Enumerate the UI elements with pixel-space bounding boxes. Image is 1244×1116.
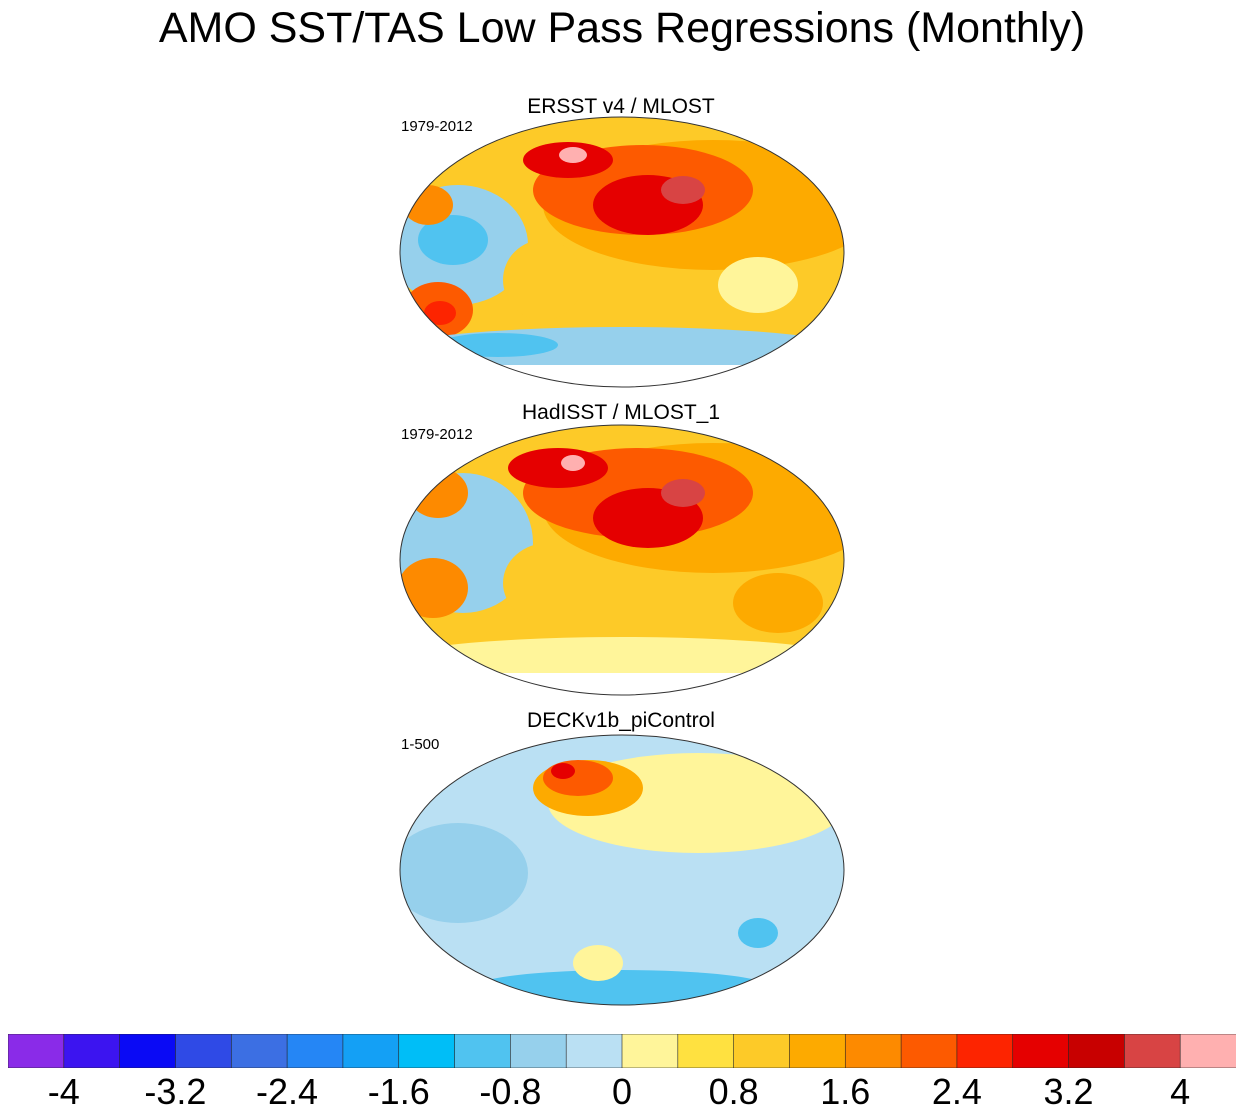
panel-3-title: DECKv1b_piControl	[527, 709, 715, 732]
colorbar-label: -0.8	[479, 1071, 542, 1112]
colorbar-cell	[175, 1034, 233, 1068]
colorbar-cell	[565, 1034, 623, 1068]
panel-1-title: ERSST v4 / MLOST	[527, 95, 715, 118]
colorbar-label: -4	[47, 1071, 80, 1112]
colorbar-cell	[956, 1034, 1014, 1068]
colorbar-cell	[510, 1034, 567, 1068]
panel-2-title: HadISST / MLOST_1	[521, 401, 721, 424]
colorbar-cell	[621, 1034, 679, 1068]
colorbar-cell	[342, 1034, 400, 1068]
panel-2-period: 1979-2012	[401, 426, 473, 443]
colorbar-cell	[119, 1034, 177, 1068]
colorbar-cell	[900, 1034, 958, 1068]
colorbar-cell	[454, 1034, 512, 1068]
colorbar-cell	[1179, 1034, 1236, 1068]
colorbar-cell	[1012, 1034, 1070, 1068]
main-title: AMO SST/TAS Low Pass Regressions (Monthl…	[158, 4, 1086, 52]
colorbar-label: 1.6	[820, 1071, 871, 1112]
colorbar-label: 0	[611, 1071, 633, 1112]
colorbar-cell	[398, 1034, 456, 1068]
colorbar-cell	[789, 1034, 847, 1068]
panel-1-period: 1979-2012	[401, 118, 473, 135]
colorbar-cell	[844, 1034, 902, 1068]
panel-3-period: 1-500	[401, 736, 440, 753]
colorbar-label: 2.4	[931, 1071, 982, 1112]
colorbar-cell	[8, 1034, 65, 1068]
colorbar-cell	[230, 1034, 288, 1068]
colorbar-label: -3.2	[144, 1071, 207, 1112]
colorbar-label: 4	[1170, 1071, 1191, 1112]
map-panel-2	[399, 424, 845, 696]
colorbar-cell	[1124, 1034, 1181, 1068]
map-panel-1	[399, 116, 845, 388]
map-panel-3	[399, 734, 845, 1006]
colorbar-cell	[1068, 1034, 1126, 1068]
colorbar-label: -1.6	[367, 1071, 430, 1112]
colorbar-label: 0.8	[708, 1071, 759, 1112]
colorbar-cell	[63, 1034, 121, 1068]
colorbar-label: -2.4	[256, 1071, 319, 1112]
colorbar	[8, 1034, 1236, 1068]
colorbar-label: 3.2	[1043, 1071, 1094, 1112]
colorbar-cell	[677, 1034, 735, 1068]
colorbar-cell	[286, 1034, 344, 1068]
colorbar-cell	[733, 1034, 791, 1068]
